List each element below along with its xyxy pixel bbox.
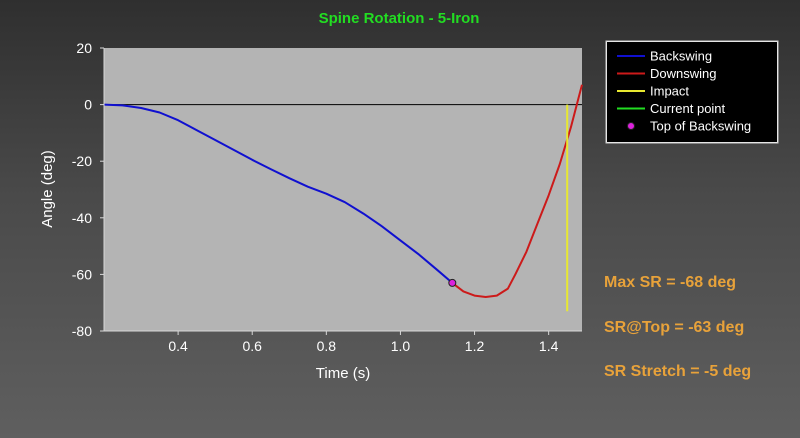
y-tick-label: -20 [72, 153, 92, 169]
y-tick-label: -40 [72, 210, 92, 226]
x-tick-label: 1.2 [465, 338, 485, 354]
y-tick-label: 20 [76, 40, 92, 56]
y-tick-label: -80 [72, 323, 92, 339]
top-of-backswing-marker [448, 278, 457, 287]
legend-label-impact: Impact [650, 84, 689, 99]
x-tick-label: 1.4 [539, 338, 559, 354]
chart-title: Spine Rotation - 5-Iron [319, 10, 480, 27]
legend-label-downswing: Downswing [650, 66, 716, 81]
legend-swatch-top-of-backswing [627, 122, 635, 130]
sr-stretch-stat: SR Stretch = -5 deg [604, 363, 752, 380]
legend: Backswing Downswing Impact Current point Top… [605, 40, 779, 144]
x-tick-label: 0.4 [168, 338, 188, 354]
x-tick-label: 0.6 [242, 338, 262, 354]
legend-label-backswing: Backswing [650, 49, 712, 64]
legend-label-top-of-backswing: Top of Backswing [650, 119, 751, 134]
legend-label-current-point: Current point [650, 101, 726, 116]
y-tick-label: -60 [72, 266, 92, 282]
x-tick-label: 1.0 [391, 338, 411, 354]
series-backswing-line [103, 103, 453, 284]
x-axis-label: Time (s) [316, 365, 370, 382]
sr-top-stat: SR@Top = -63 deg [604, 319, 745, 336]
max-sr-stat: Max SR = -68 deg [604, 274, 737, 291]
plot-area [104, 48, 582, 331]
x-tick-label: 0.8 [317, 338, 337, 354]
y-axis-label: Angle (deg) [39, 150, 56, 228]
series-downswing-line [451, 84, 583, 298]
y-tick-label: 0 [84, 97, 92, 113]
